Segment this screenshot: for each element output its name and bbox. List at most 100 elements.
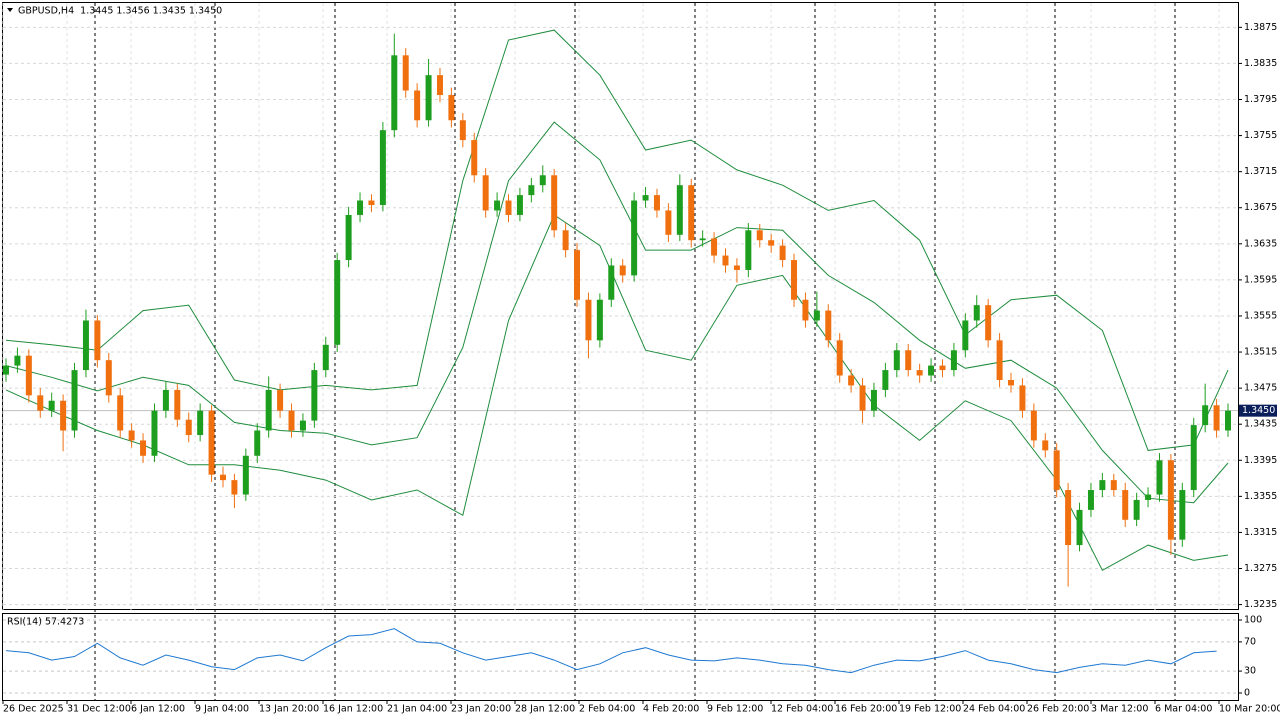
candle-body xyxy=(436,75,443,95)
candle-body xyxy=(596,299,603,341)
candle-body xyxy=(505,200,512,215)
plot-layer: 26 Dec 2025 31 Dec 12:00 6 Jan 12:00 9 Jan … xyxy=(2,3,1280,715)
candle-body xyxy=(1145,494,1152,500)
y-tick-label: 70 xyxy=(1244,636,1256,647)
candle-body xyxy=(277,389,284,411)
rsi-frame xyxy=(2,613,1239,701)
candle-body xyxy=(985,305,992,341)
candle-body xyxy=(905,350,912,371)
candle-body xyxy=(1225,410,1231,431)
candle-body xyxy=(288,410,295,431)
x-tick-label: 19 Feb 12:00 xyxy=(899,704,961,715)
candle-body xyxy=(882,370,889,390)
y-tick-label: 1.3795 xyxy=(1244,94,1277,105)
candle-body xyxy=(848,375,855,386)
x-tick-label: 16 Feb 20:00 xyxy=(835,704,897,715)
candle-body xyxy=(1213,405,1220,431)
x-tick-label: 3 Mar 12:00 xyxy=(1091,704,1148,715)
x-tick-label: 21 Jan 04:00 xyxy=(387,704,447,715)
y-tick-label: 1.3595 xyxy=(1244,274,1277,285)
x-tick-label: 23 Jan 20:00 xyxy=(451,704,511,715)
x-tick-label: 31 Dec 12:00 xyxy=(67,704,131,715)
candle-body xyxy=(1087,490,1094,510)
candle-body xyxy=(140,440,147,456)
candle-body xyxy=(82,320,89,371)
candle-body xyxy=(791,260,798,300)
y-tick-label: 1.3875 xyxy=(1244,22,1277,33)
last-price-box xyxy=(1239,404,1277,417)
y-tick-label: 30 xyxy=(1244,666,1256,677)
candle-body xyxy=(836,340,843,376)
candle-body xyxy=(699,238,706,241)
candle-body xyxy=(996,340,1003,381)
candle-body xyxy=(653,195,660,211)
candle-body xyxy=(1099,480,1106,491)
x-tick-label: 2 Feb 04:00 xyxy=(579,704,635,715)
candle-body xyxy=(631,200,638,276)
candle-body xyxy=(219,474,226,481)
candle-body xyxy=(322,344,329,371)
y-tick-label: 1.3755 xyxy=(1244,130,1277,141)
candle-body xyxy=(768,240,775,246)
candle-body xyxy=(459,120,466,141)
rsi-line xyxy=(5,628,1217,674)
y-tick-label: 1.3355 xyxy=(1244,491,1277,502)
candle-body xyxy=(402,55,409,91)
y-tick-label: 1.3435 xyxy=(1244,419,1277,430)
candle-body xyxy=(185,419,192,436)
candle-body xyxy=(1202,405,1209,426)
candle-body xyxy=(619,265,626,276)
candle-body xyxy=(334,260,341,345)
candle-body xyxy=(939,365,946,371)
y-tick-label: 1.3555 xyxy=(1244,310,1277,321)
candle-body xyxy=(208,410,215,475)
candle-body xyxy=(1179,490,1186,540)
candle-body xyxy=(825,310,832,341)
y-tick-label: 1.3635 xyxy=(1244,238,1277,249)
candle-body xyxy=(813,310,820,321)
candle-body xyxy=(688,185,695,241)
candle-body xyxy=(1190,425,1197,491)
x-tick-label: 9 Jan 04:00 xyxy=(195,704,249,715)
candle-body xyxy=(574,250,581,300)
x-tick-label: 4 Feb 20:00 xyxy=(643,704,699,715)
candle-body xyxy=(1156,460,1163,495)
candle-body xyxy=(1133,499,1140,520)
x-tick-label: 6 Jan 12:00 xyxy=(131,704,185,715)
candle-body xyxy=(539,175,546,186)
candle-body xyxy=(254,430,261,456)
y-tick-label: 1.3835 xyxy=(1244,58,1277,69)
y-tick-label: 1.3515 xyxy=(1244,347,1277,358)
candle-body xyxy=(528,185,535,196)
candle-body xyxy=(25,355,32,396)
x-tick-label: 24 Feb 04:00 xyxy=(963,704,1025,715)
candle-body xyxy=(516,195,523,215)
candle-body xyxy=(859,385,866,411)
candle-body xyxy=(71,370,78,431)
candle-body xyxy=(299,420,306,431)
candle-body xyxy=(162,389,169,411)
candle-body xyxy=(425,75,432,121)
candle-body xyxy=(950,350,957,371)
candle-body xyxy=(414,90,421,121)
rsi-title: RSI(14) 57.4273 xyxy=(7,617,84,628)
x-tick-label: 16 Jan 12:00 xyxy=(323,704,383,715)
candle-body xyxy=(1053,450,1060,491)
y-tick-label: 1.3395 xyxy=(1244,455,1277,466)
menu-arrow xyxy=(7,8,13,12)
y-tick-label: 1.3315 xyxy=(1244,527,1277,538)
candle-body xyxy=(60,400,67,431)
candle-body xyxy=(1076,509,1083,546)
candle-body xyxy=(117,395,124,431)
candle-body xyxy=(1110,480,1117,491)
candle-body xyxy=(14,355,21,366)
chart-title: GBPUSD,H4 1.3445 1.3456 1.3435 1.3450 xyxy=(18,6,222,17)
x-tick-label: 13 Jan 20:00 xyxy=(259,704,319,715)
candle-body xyxy=(471,140,478,176)
candle-body xyxy=(962,320,969,351)
candle-body xyxy=(494,200,501,211)
candle-body xyxy=(105,360,112,396)
candle-body xyxy=(265,389,272,431)
candle-body xyxy=(1030,410,1037,441)
x-tick-label: 10 Mar 20:00 xyxy=(1219,704,1280,715)
